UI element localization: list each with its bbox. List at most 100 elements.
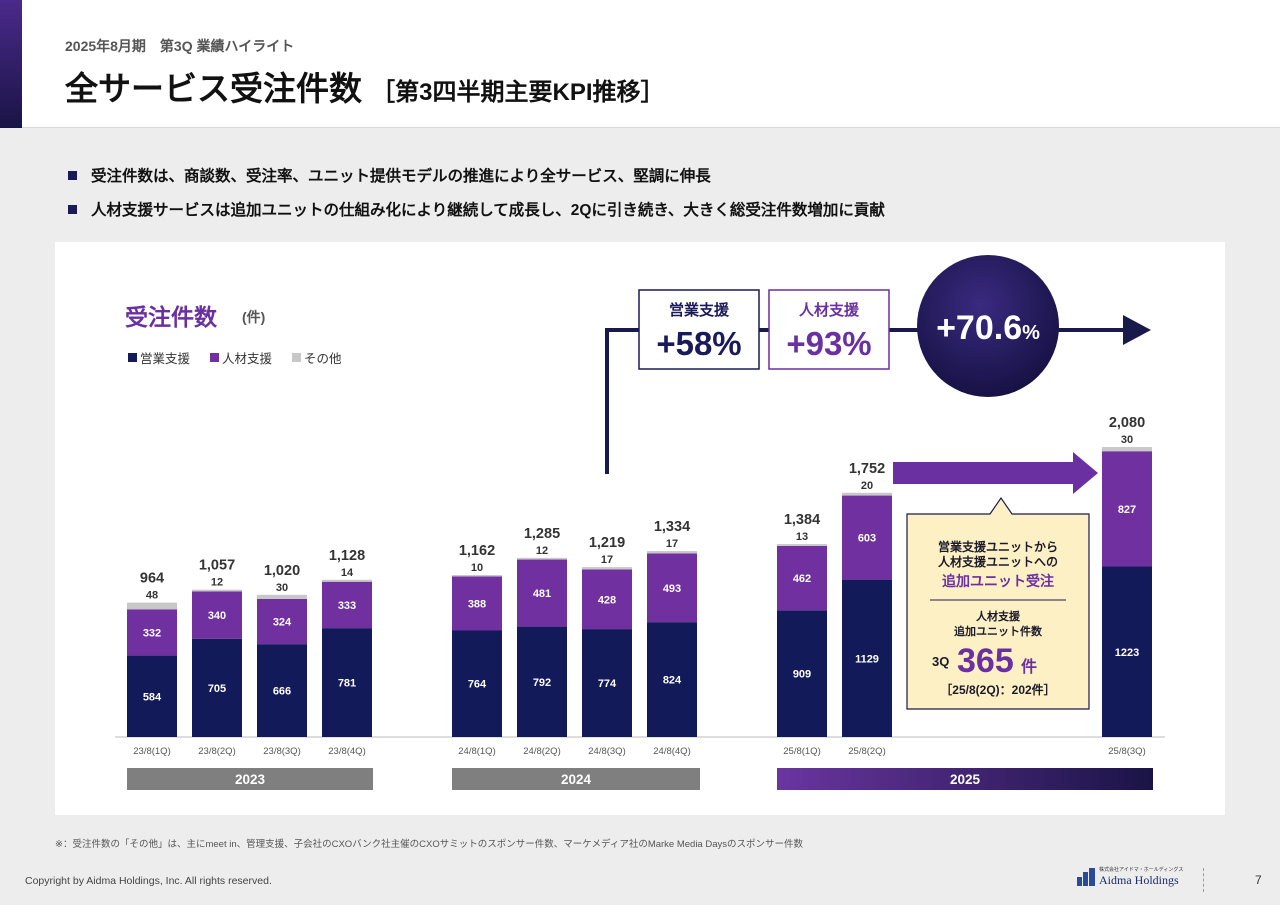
- page-title: 全サービス受注件数 ［第3四半期主要KPI推移］: [65, 62, 665, 110]
- footnote: ※：受注件数の「その他」は、主にmeet in、管理支援、子会社のCXOバンク社…: [55, 839, 804, 850]
- page-number: 7: [1255, 873, 1262, 887]
- bar-segment: [192, 589, 242, 592]
- bar-value-label: 827: [1118, 504, 1136, 516]
- bar-segment: [647, 622, 697, 737]
- bar-segment: [517, 626, 567, 737]
- bar-segment: [127, 609, 177, 656]
- bar-segment: [582, 629, 632, 737]
- logo-company-name: Aidma Holdings: [1099, 873, 1179, 887]
- bar-value-label: 666: [273, 686, 291, 698]
- logo-blocks-icon: [1077, 868, 1095, 886]
- year-band-label: 2024: [561, 772, 592, 787]
- header-accent-bar: [0, 0, 22, 128]
- bullet-item: 受注件数は、商談数、受注率、ユニット提供モデルの推進により全サービス、堅調に伸長: [68, 158, 885, 192]
- bar-value-label: 774: [598, 678, 617, 690]
- bar-other-label: 13: [796, 531, 808, 543]
- chart-title: 受注件数: [125, 304, 218, 330]
- year-band-label: 2025: [950, 772, 981, 787]
- chart-unit: (件): [242, 309, 265, 325]
- legend-label: その他: [304, 352, 342, 366]
- bar-value-label: 909: [793, 669, 811, 681]
- category-tick-label: 25/8(3Q): [1108, 746, 1146, 757]
- chart-panel: 受注件数 (件) 営業支援 人材支援 その他 584 332 48 964 23/8(1Q) 705…: [55, 242, 1225, 815]
- legend-label: 営業支援: [140, 351, 191, 366]
- callout-note: ［25/8(2Q)：202件］: [940, 682, 1055, 697]
- bar-segment: [192, 638, 242, 737]
- page-title-main: 全サービス受注件数: [65, 70, 362, 107]
- legend-swatch: [210, 353, 219, 362]
- callout-sub1: 人材支援: [976, 609, 1021, 623]
- year-band: [127, 768, 373, 790]
- bar-value-label: 324: [273, 617, 292, 629]
- bar-segment: [842, 492, 892, 496]
- callout-line1: 営業支援ユニットから: [938, 539, 1058, 554]
- bar-value-label: 1129: [855, 653, 879, 665]
- bar-total-label: 1,020: [264, 563, 300, 579]
- bar-segment: [1102, 451, 1152, 567]
- bar-total-label: 1,752: [849, 461, 885, 477]
- bar-segment: [322, 628, 372, 737]
- legend-label: 人材支援: [222, 352, 273, 366]
- header: 2025年8月期 第3Q 業績ハイライト 全サービス受注件数 ［第3四半期主要K…: [0, 0, 1280, 128]
- callout-sub2: 追加ユニット件数: [954, 624, 1043, 638]
- bar-segment: [257, 644, 307, 737]
- callout-q-label: 3Q: [932, 654, 949, 669]
- bar-value-label: 333: [338, 600, 356, 612]
- bar-other-label: 30: [276, 582, 288, 594]
- bar-segment: [777, 545, 827, 611]
- year-band: [777, 768, 1153, 790]
- bar-total-label: 1,285: [524, 526, 560, 542]
- bar-value-label: 340: [208, 610, 226, 622]
- category-tick-label: 24/8(1Q): [458, 746, 496, 757]
- callout-big-unit: 件: [1021, 657, 1037, 676]
- page-title-sub: ［第3四半期主要KPI推移］: [371, 79, 665, 106]
- bar-total-label: 1,057: [199, 558, 235, 574]
- legend-swatch: [128, 353, 137, 362]
- bar-segment: [127, 655, 177, 737]
- total-growth-circle: [917, 255, 1059, 397]
- bar-segment: [517, 559, 567, 627]
- bar-value-label: 603: [858, 533, 876, 545]
- bar-value-label: 584: [143, 691, 162, 703]
- bar-total-label: 964: [140, 571, 164, 587]
- bar-other-label: 17: [666, 538, 678, 550]
- bar-segment: [777, 610, 827, 737]
- callout-big-value: 365: [957, 642, 1014, 680]
- bar-segment: [582, 567, 632, 570]
- bar-total-label: 1,384: [784, 512, 820, 528]
- bullet-item: 人材支援サービスは追加ユニットの仕組み化により継続して成長し、2Qに引き続き、大…: [68, 192, 885, 226]
- bar-value-label: 1223: [1115, 647, 1139, 659]
- arrow-right-icon: [1123, 315, 1151, 345]
- bar-other-label: 14: [341, 567, 354, 579]
- bar-value-label: 705: [208, 683, 226, 695]
- bar-segment: [582, 569, 632, 630]
- page-subtitle: 2025年8月期 第3Q 業績ハイライト: [65, 38, 295, 54]
- bar-segment: [452, 576, 502, 631]
- bar-other-label: 10: [471, 562, 483, 574]
- callout-highlight: 追加ユニット受注: [942, 573, 1054, 589]
- bar-value-label: 781: [338, 678, 356, 690]
- bar-value-label: 764: [468, 679, 487, 691]
- bar-segment: [192, 591, 242, 639]
- bar-other-label: 17: [601, 554, 613, 566]
- bar-segment: [777, 544, 827, 546]
- bar-value-label: 493: [663, 583, 681, 595]
- bar-segment: [517, 557, 567, 560]
- category-tick-label: 25/8(1Q): [783, 746, 821, 757]
- bar-value-label: 332: [143, 627, 161, 639]
- bullet-square-icon: [68, 204, 77, 214]
- year-band: [452, 768, 700, 790]
- bar-segment: [647, 553, 697, 623]
- bar-segment: [647, 551, 697, 554]
- bullet-square-icon: [68, 170, 77, 180]
- bar-value-label: 481: [533, 588, 551, 600]
- bar-other-label: 30: [1121, 434, 1133, 446]
- bar-other-label: 12: [536, 545, 548, 557]
- bar-value-label: 824: [663, 675, 682, 687]
- bar-segment: [322, 579, 372, 582]
- hr-growth-value: +93%: [786, 325, 871, 362]
- transfer-arrow-icon: [893, 452, 1098, 494]
- legend-swatch: [292, 353, 301, 362]
- bar-total-label: 1,219: [589, 535, 625, 551]
- category-tick-label: 23/8(1Q): [133, 746, 171, 757]
